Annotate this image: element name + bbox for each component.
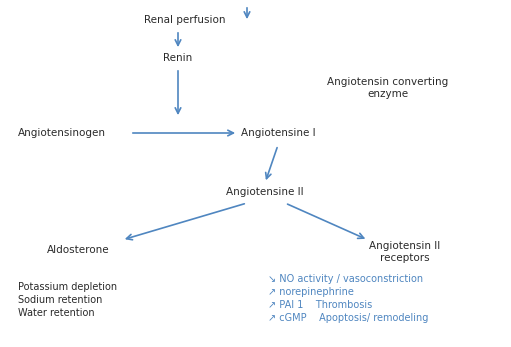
Text: Renin: Renin bbox=[164, 53, 193, 63]
Text: Potassium depletion: Potassium depletion bbox=[18, 282, 117, 292]
Text: ↘ NO activity / vasoconstriction: ↘ NO activity / vasoconstriction bbox=[268, 274, 423, 284]
Text: Aldosterone: Aldosterone bbox=[47, 245, 109, 255]
Text: Angiotensinogen: Angiotensinogen bbox=[18, 128, 106, 138]
Text: ↗ norepinephrine: ↗ norepinephrine bbox=[268, 287, 354, 297]
Text: ↗ PAI 1    Thrombosis: ↗ PAI 1 Thrombosis bbox=[268, 300, 372, 310]
Text: Angiotensine II: Angiotensine II bbox=[226, 187, 304, 197]
Text: ↗ cGMP    Apoptosis/ remodeling: ↗ cGMP Apoptosis/ remodeling bbox=[268, 313, 428, 323]
Text: Angiotensin converting
enzyme: Angiotensin converting enzyme bbox=[328, 77, 449, 99]
Text: Angiotensin II
receptors: Angiotensin II receptors bbox=[369, 241, 440, 263]
Text: Water retention: Water retention bbox=[18, 308, 95, 318]
Text: Angiotensine I: Angiotensine I bbox=[241, 128, 315, 138]
Text: Sodium retention: Sodium retention bbox=[18, 295, 102, 305]
Text: Renal perfusion: Renal perfusion bbox=[144, 15, 226, 25]
